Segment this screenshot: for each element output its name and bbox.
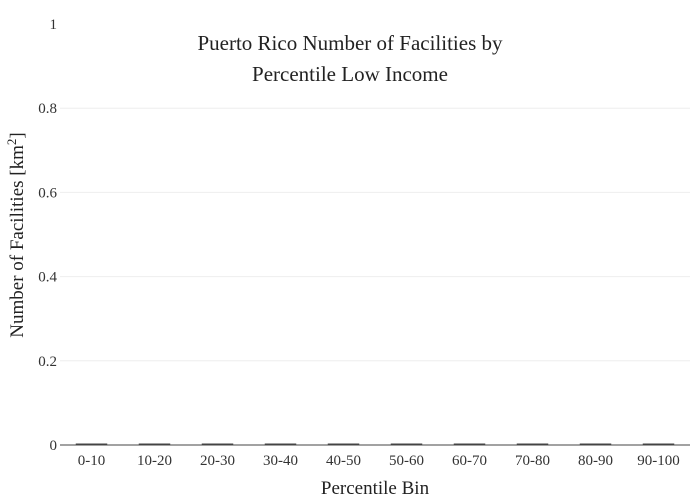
bar-0-10 <box>75 443 108 445</box>
bars <box>75 443 675 445</box>
x-tick-label: 70-80 <box>515 453 550 469</box>
chart-title-line-1: Puerto Rico Number of Facilities by <box>197 31 503 55</box>
y-tick-label: 0.8 <box>38 101 57 117</box>
bar-30-40 <box>264 443 297 445</box>
y-axis-title: Number of Facilities [km2] <box>4 132 29 337</box>
x-axis-ticks: 0-10 10-20 20-30 30-40 40-50 50-60 60-70 70-80 8… <box>78 453 680 469</box>
bar-40-50 <box>327 443 360 445</box>
bar-20-30 <box>201 443 234 445</box>
x-axis-title: Percentile Bin <box>321 478 430 499</box>
bar-10-20 <box>138 443 171 445</box>
bar-60-70 <box>453 443 486 445</box>
y-tick-label: 0.4 <box>38 270 57 286</box>
y-tick-label: 1 <box>50 17 58 33</box>
x-tick-label: 40-50 <box>326 453 361 469</box>
y-tick-label: 0.2 <box>38 354 57 370</box>
y-axis-ticks: 0 0.2 0.4 0.6 0.8 1 <box>38 17 57 454</box>
gridlines <box>60 107 690 362</box>
x-tick-label: 20-30 <box>200 453 235 469</box>
x-tick-label: 50-60 <box>389 453 424 469</box>
y-tick-label: 0.6 <box>38 185 57 201</box>
x-tick-label: 80-90 <box>578 453 613 469</box>
bar-80-90 <box>579 443 612 445</box>
x-tick-label: 0-10 <box>78 453 106 469</box>
x-tick-label: 30-40 <box>263 453 298 469</box>
y-axis-title-suffix: ] <box>7 132 28 138</box>
y-axis-title-main: Number of Facilities [km <box>7 145 28 338</box>
bar-70-80 <box>516 443 549 445</box>
y-tick-label: 0 <box>50 438 58 454</box>
y-axis-title-superscript: 2 <box>4 139 19 146</box>
x-tick-label: 60-70 <box>452 453 487 469</box>
x-tick-label: 10-20 <box>137 453 172 469</box>
x-tick-label: 90-100 <box>637 453 680 469</box>
bar-50-60 <box>390 443 423 445</box>
chart-title-line-2: Percentile Low Income <box>252 62 448 86</box>
bar-90-100 <box>642 443 675 445</box>
